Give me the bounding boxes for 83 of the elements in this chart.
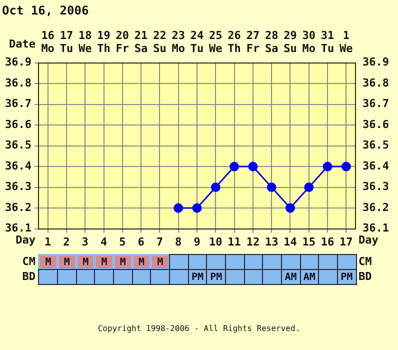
x2-tick-label: 29 Su — [284, 28, 297, 56]
text: Copyright 1998-2006 - All Rights Reserved. — [96, 324, 302, 333]
x2-tick-label: 18 We — [78, 28, 92, 56]
text: Day — [358, 234, 378, 247]
x-tick-label: 17 — [340, 235, 353, 248]
x-tick-label: 13 — [264, 235, 278, 248]
text: M — [45, 257, 52, 268]
x2-tick-label: 19 Th — [97, 28, 110, 56]
x2-tick-label: 28 Sa — [264, 28, 278, 56]
text: M — [64, 257, 70, 268]
x-tick-label: 10 — [209, 235, 222, 248]
y2-tick-label: 36.9 — [362, 56, 390, 69]
point — [192, 203, 202, 213]
text: PM — [340, 272, 353, 283]
text: AM — [284, 272, 297, 283]
y2-tick-label: 36.3 — [362, 180, 390, 194]
y-tick-label: 36.9 — [4, 56, 32, 69]
y2-tick-label: BD — [358, 270, 372, 283]
text: M — [157, 257, 164, 268]
text: PM — [210, 272, 222, 283]
x2-tick-label: 16 Mo — [41, 28, 55, 56]
x-tick-label: 5 — [119, 235, 126, 248]
x-tick-label: 1 — [44, 235, 52, 248]
x-tick-label: 16 — [320, 235, 335, 248]
chart-title: Oct 16, 2006 — [2, 3, 89, 18]
x2-tick-label: 23 Mo — [172, 28, 186, 56]
point — [304, 182, 314, 192]
point — [285, 203, 295, 213]
text: M — [120, 257, 126, 268]
x-tick-label: 11 — [228, 235, 242, 248]
y-tick-label: 36.5 — [4, 138, 32, 152]
point — [174, 203, 184, 213]
y-tick-label: BD — [21, 270, 36, 283]
point — [210, 182, 220, 192]
x-tick-label: 2 — [63, 235, 70, 248]
x-tick-label: 6 — [138, 235, 145, 248]
x-tick-label: 8 — [175, 235, 182, 248]
x-tick-label: 7 — [156, 235, 164, 248]
y2-tick-label: 36.7 — [362, 97, 390, 110]
x2-tick-label: 24 Tu — [190, 28, 204, 56]
x2-tick-label: 26 Th — [228, 28, 242, 56]
text: PM — [191, 272, 204, 283]
x-tick-label: 9 — [194, 235, 200, 248]
x2-tick-label: 21 Sa — [134, 28, 148, 56]
y2-tick-label: 36.8 — [362, 76, 390, 90]
text: M — [82, 257, 89, 268]
x-tick-label: 15 — [302, 235, 316, 248]
x2-tick-label: 27 Fr — [246, 28, 260, 56]
x2-axis-title: Date — [8, 37, 36, 50]
x-tick-label: 3 — [82, 235, 88, 248]
x-tick-label: 12 — [246, 235, 260, 248]
x2-tick-label: 31 Tu — [320, 28, 335, 56]
x2-tick-label: 25 We — [209, 28, 223, 56]
x-tick-label: 4 — [100, 235, 108, 248]
x-axis-title: Day — [16, 234, 36, 247]
point — [341, 162, 351, 172]
y-tick-label: 36.7 — [4, 97, 32, 110]
y-tick-label: 36.2 — [4, 200, 32, 214]
y-tick-label: 36.6 — [4, 118, 32, 131]
text: M — [101, 257, 108, 268]
x2-tick-label: 20 Fr — [116, 28, 130, 56]
point — [266, 182, 276, 192]
point — [230, 162, 240, 172]
y2-tick-label: 36.5 — [362, 138, 390, 152]
y-tick-label: 36.3 — [4, 180, 32, 194]
y2-tick-label: 36.1 — [362, 222, 390, 235]
text: M — [138, 257, 145, 268]
x2-tick-label: 1 We — [340, 28, 354, 56]
y-tick-label: 36.4 — [4, 159, 32, 172]
x-tick-label: 14 — [284, 235, 298, 248]
x2-tick-label: 22 Su — [153, 28, 166, 56]
y-tick-label: 36.1 — [4, 222, 32, 235]
x2-tick-label: 17 Tu — [60, 28, 74, 56]
text: AM — [303, 272, 316, 283]
y-tick-label: CM — [21, 255, 36, 268]
point — [248, 162, 258, 172]
y2-tick-label: 36.4 — [362, 159, 390, 172]
y2-tick-label: CM — [358, 255, 372, 268]
point — [322, 162, 332, 172]
y2-tick-label: 36.2 — [362, 200, 390, 214]
y2-tick-label: 36.6 — [362, 118, 390, 131]
y-tick-label: 36.8 — [4, 76, 32, 90]
x2-tick-label: 30 Mo — [302, 28, 316, 56]
